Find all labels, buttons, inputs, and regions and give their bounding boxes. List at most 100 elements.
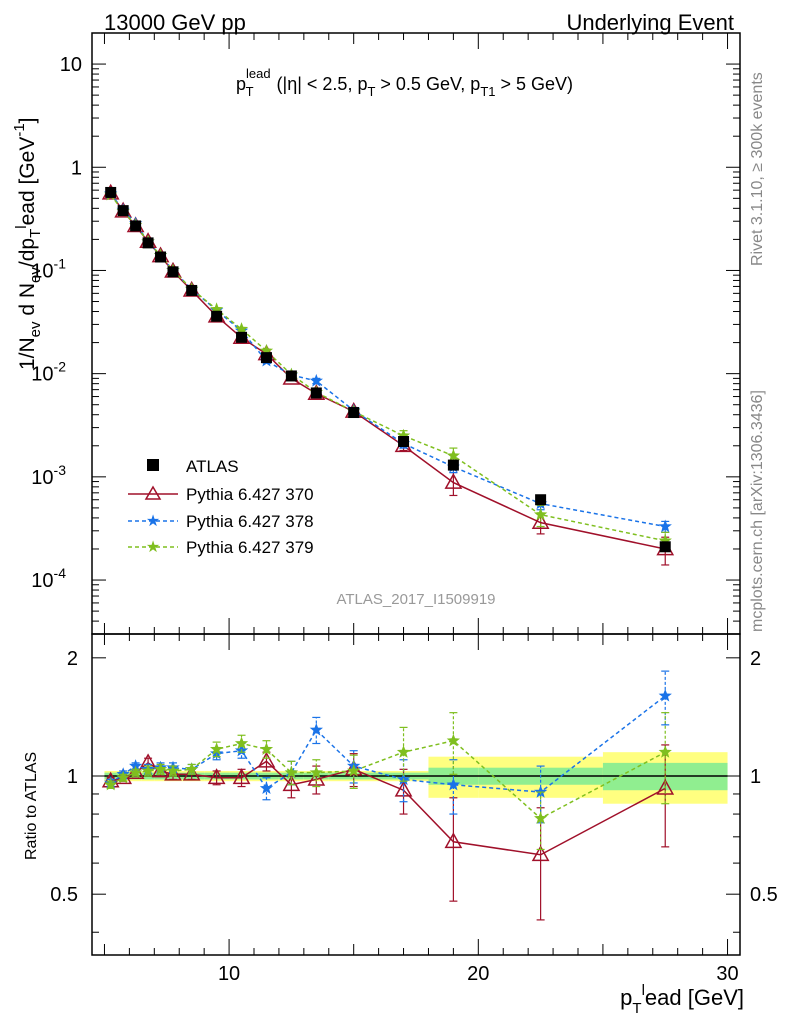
main-series-0-point [236,331,248,343]
ratio-series-0-point [232,768,251,785]
ratio-series-layer [101,670,675,921]
legend-379-label: Pythia 6.427 379 [186,538,314,557]
ratio-series-2-point [446,733,460,747]
ratio-series-1-point [534,785,548,798]
ratio-y-tick-label-right: 0.5 [750,884,778,906]
main-series-2-line [110,193,666,528]
main-y-tick-label: 10-2 [31,359,66,386]
ratio-series-2-point [396,745,411,758]
ratio-series-2-point [234,736,249,750]
main-series-0-point [167,266,179,278]
legend-atlas-label: ATLAS [186,457,239,476]
ratio-series-2-point [309,765,323,779]
ratio-axis-ticks: 0.5 0.5 1 1 2 2 10 20 30 [50,634,778,985]
ratio-y-tick-label-right: 2 [750,648,761,670]
ratio-series-2-point [185,762,199,775]
main-y-tick-label: 10-1 [31,255,66,282]
rivet-label: Rivet 3.1.10, ≥ 300k events [749,72,766,266]
main-series-0-point [142,237,154,249]
ratio-series-0-point [531,845,550,862]
main-series-0-point [310,387,322,399]
main-series-3-point [259,343,274,357]
legend-378-marker: ★ [146,513,160,530]
main-series-0-point [285,370,297,382]
main-series-0-point [260,352,272,364]
header-left: 13000 GeV pp [104,10,246,35]
main-series-0-point [186,284,198,296]
ratio-series-1-point [129,759,143,772]
main-series-3-point [658,533,672,547]
header-right: Underlying Event [566,10,734,35]
legend-379-marker: ★ [146,539,160,556]
ratio-series-2-point [116,770,130,784]
ratio-series-2-point [141,764,155,777]
main-y-tick-label: 10 [60,54,82,76]
main-series-3-point [396,428,411,442]
ratio-series-0-point [282,775,301,792]
plot-title: plead T (|η| < 2.5, pT > 0.5 GeV, pT1 > 5… [236,66,573,99]
ratio-ylabel: Ratio to ATLAS [23,752,40,860]
main-axis-ticks: 10-4 10-3 10-2 10-1 1 10 [31,32,740,635]
x-tick-label: 30 [716,963,738,985]
x-axis-label: pTlead [GeV] [620,982,744,1017]
main-series-0-point [117,205,129,217]
main-y-tick-label: 10-4 [31,565,66,592]
legend-atlas-marker [147,459,159,471]
main-series-0-point [105,186,117,198]
ratio-series-0-point [182,764,201,781]
ratio-series-0-point [344,759,363,776]
main-series-layer [101,183,675,566]
ratio-y-tick-label: 1 [67,766,78,788]
main-series-0-point [348,407,360,419]
main-series-2-point [658,519,672,533]
main-series-0-point [447,459,459,471]
main-series-0-point [211,310,223,322]
main-series-0-point [659,541,671,553]
ratio-series-2-point [534,811,548,824]
main-y-tick-label: 1 [71,157,82,179]
mcplots-label: mcplots.cern.ch [arXiv:1306.3436] [749,390,766,632]
main-ylabel: 1/Nev d Nev/dpTlead [GeV-1] [11,117,44,370]
ratio-series-2-point [166,764,180,777]
main-series-3-point [234,322,249,335]
ratio-series-0-point [257,751,276,768]
analysis-tag: ATLAS_2017_I1509919 [336,591,495,608]
ratio-y-tick-label-right: 1 [750,766,761,788]
x-tick-label: 20 [467,963,489,985]
ratio-series-2-point [284,765,298,779]
main-series-0-point [535,494,547,506]
ratio-series-0-point [444,832,463,849]
ratio-plot-frame [91,633,741,956]
ratio-series-2-point [104,777,118,791]
main-series-0-point [130,220,142,232]
ratio-series-1-point [658,688,672,702]
main-series-2-point [309,373,323,387]
main-series-3-point [534,507,548,521]
ratio-series-2-point [259,742,274,755]
main-series-0-point [155,251,167,263]
main-series-3-point [210,302,224,315]
main-series-3-line [110,194,666,542]
legend-370-marker [144,485,162,500]
ratio-y-tick-label: 2 [67,648,78,670]
main-series-1-point [444,473,463,489]
main-series-0-point [398,436,410,448]
main-series-3-point [446,448,460,462]
legend-378-label: Pythia 6.427 378 [186,512,314,531]
ratio-series-2-point [658,745,672,758]
ratio-series-1-point [446,777,460,791]
ratio-series-1-point [259,781,274,794]
ratio-series-2-point [129,765,143,779]
ratio-series-0-point [207,768,226,785]
ratio-series-2-point [153,762,168,775]
main-y-tick-label: 10-3 [31,462,66,489]
legend-370-label: Pythia 6.427 370 [186,485,314,504]
ratio-series-2-point [347,764,361,777]
ratio-y-tick-label: 0.5 [50,884,78,906]
ratio-series-0-point [656,778,675,795]
ratio-series-1-point [309,723,323,736]
main-series-1-point [531,513,550,529]
legend: ATLAS Pythia 6.427 370 ★ Pythia 6.427 37… [128,457,314,557]
x-tick-label: 10 [218,963,240,985]
